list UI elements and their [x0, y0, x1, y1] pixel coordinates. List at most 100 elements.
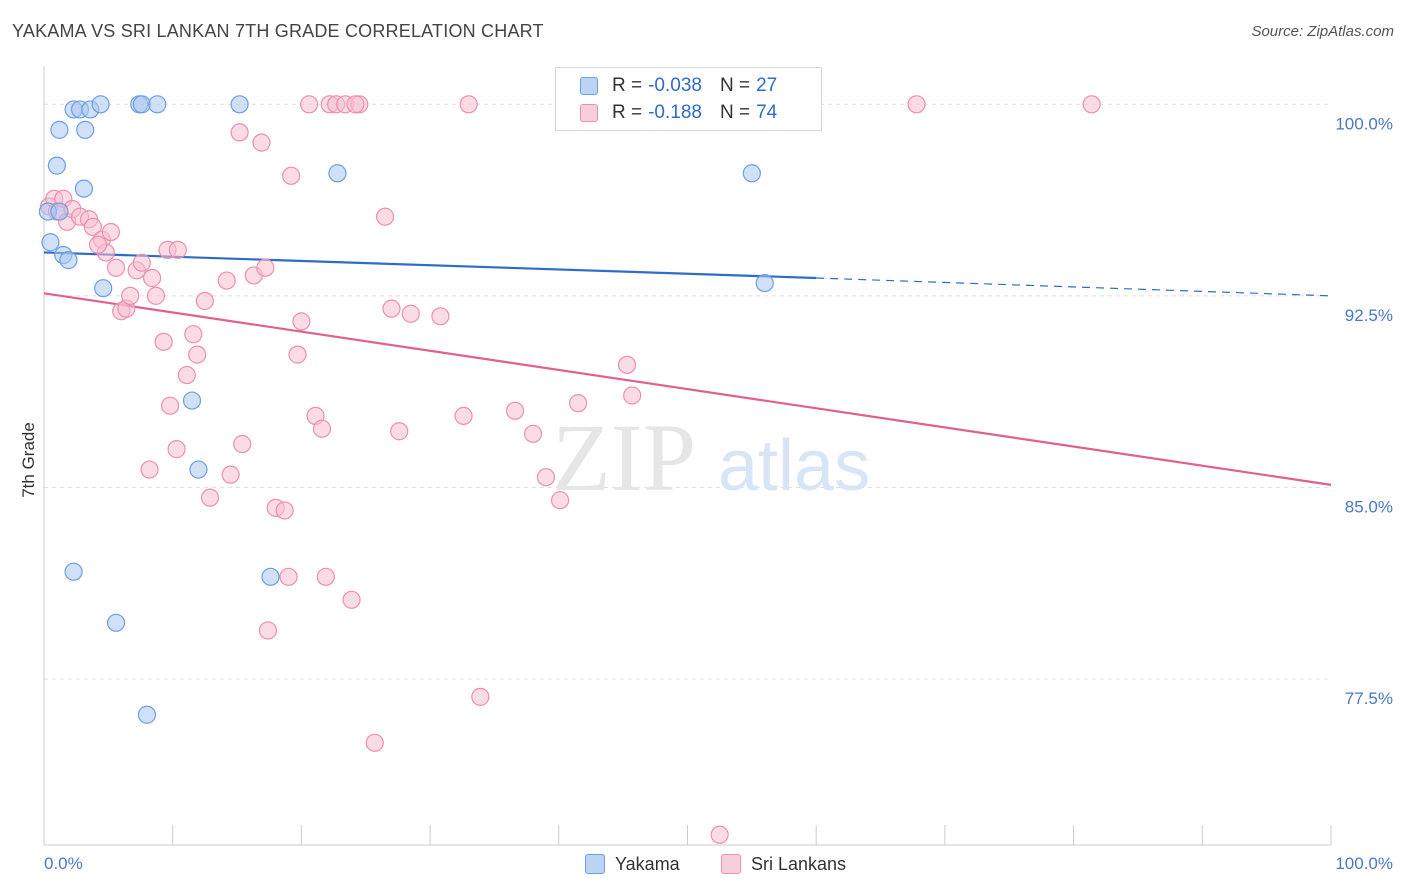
- srilankans-point: [346, 95, 365, 114]
- srilankans-trend-line: [43, 292, 1332, 486]
- yakama-point: [182, 391, 202, 410]
- legend: R = -0.038 N = 27 R = -0.188 N = 74: [555, 67, 822, 131]
- yakama-point: [50, 202, 69, 221]
- srilankans-point: [390, 422, 409, 441]
- yakama-point: [64, 562, 83, 581]
- srilankans-point: [258, 621, 278, 640]
- legend-r-label: R =: [612, 102, 643, 123]
- srilankans-point: [312, 419, 332, 438]
- yakama-point: [76, 120, 95, 139]
- srilankans-point: [217, 271, 236, 290]
- srilankans-point: [233, 434, 252, 454]
- watermark-atlas: atlas: [718, 426, 870, 506]
- srilankans-point: [252, 133, 271, 152]
- srilankans-point: [200, 488, 220, 507]
- srilankans-point: [83, 217, 103, 237]
- chart-title: YAKAMA VS SRI LANKAN 7TH GRADE CORRELATI…: [12, 21, 544, 41]
- tick-labels: 100.0% 92.5% 85.0% 77.5% 0.0% 100.0%: [44, 114, 1393, 873]
- legend-r-value-srilankans: -0.188: [648, 102, 702, 123]
- srilankans-point: [292, 312, 311, 331]
- y-axis-label: 7th Grade: [19, 422, 38, 498]
- srilankans-point: [132, 253, 151, 272]
- srilankans-point: [195, 291, 214, 311]
- bottom-legend-label-srilankans: Sri Lankans: [751, 853, 847, 874]
- srilankans-point: [1082, 95, 1101, 114]
- srilankans-point: [569, 394, 588, 413]
- srilankans-point: [375, 207, 395, 226]
- srilankans-point: [106, 258, 126, 277]
- yakama-point: [106, 613, 126, 632]
- grid-lines: [44, 103, 1331, 680]
- y-tick-label: 77.5%: [1345, 689, 1393, 708]
- x-tick-label-max: 100.0%: [1335, 854, 1393, 873]
- yakama-trend-extension: [816, 277, 1332, 297]
- legend-row-srilankans: R = -0.188 N = 74: [580, 101, 777, 125]
- legend-r-label: R =: [612, 75, 643, 96]
- y-tick-label: 85.0%: [1345, 497, 1393, 516]
- srilankans-point: [459, 95, 478, 114]
- yakama-point: [47, 156, 66, 175]
- y-tick-label: 100.0%: [1335, 114, 1393, 133]
- yakama-point: [189, 460, 208, 479]
- srilankans-point: [188, 345, 207, 364]
- srilankans-point: [471, 687, 490, 706]
- legend-n-value-srilankans: 74: [756, 102, 778, 123]
- srilankans-point: [710, 825, 729, 844]
- srilankans-point: [505, 401, 525, 420]
- yakama-point: [132, 95, 151, 114]
- srilankans-point: [101, 222, 121, 242]
- legend-swatch-srilankans: [580, 104, 598, 122]
- srilankans-point: [256, 258, 275, 277]
- srilankans-point: [146, 286, 166, 305]
- srilankans-point: [140, 460, 159, 479]
- yakama-point: [137, 705, 157, 724]
- watermark-zip: ZIP: [552, 404, 696, 511]
- yakama-point: [261, 567, 280, 586]
- srilankans-point: [523, 424, 543, 443]
- srilankans-point: [382, 299, 401, 318]
- srilankans-point: [177, 365, 196, 385]
- srilankans-point: [617, 355, 637, 374]
- srilankans-point: [365, 733, 384, 752]
- yakama-point: [742, 164, 761, 183]
- watermark: ZIP atlas: [552, 404, 870, 511]
- legend-n-label: N =: [719, 75, 751, 96]
- yakama-point: [41, 233, 60, 252]
- bottom-legend-swatch-srilankans: [721, 854, 741, 874]
- srilankans-point: [221, 465, 240, 484]
- yakama-point: [755, 273, 774, 293]
- srilankans-point: [143, 268, 162, 288]
- legend-r-value-yakama: -0.038: [648, 75, 702, 96]
- yakama-point: [148, 95, 167, 114]
- yakama-point: [328, 164, 347, 183]
- srilankans-point: [623, 386, 642, 405]
- srilankans-point: [454, 406, 473, 426]
- legend-n-value-yakama: 27: [756, 75, 778, 96]
- x-tick-label-min: 0.0%: [44, 854, 83, 873]
- srilankans-point: [907, 95, 926, 114]
- srilankans-point: [282, 166, 301, 185]
- srilankans-point: [550, 491, 570, 510]
- srilankans-point: [121, 286, 140, 305]
- yakama-point: [230, 95, 249, 114]
- srilankans-point: [167, 440, 186, 459]
- yakama-point: [74, 179, 93, 198]
- srilankans-point: [431, 307, 450, 326]
- srilankans-point: [230, 123, 249, 142]
- srilankans-point: [342, 590, 361, 609]
- bottom-legend-yakama: Yakama: [585, 851, 680, 877]
- srilankans-point: [161, 396, 180, 415]
- yakama-point: [94, 279, 113, 298]
- yakama-point: [91, 95, 110, 114]
- srilankans-point: [288, 345, 307, 364]
- data-points: [38, 95, 1101, 844]
- legend-swatch-yakama: [580, 77, 598, 95]
- srilankans-point: [154, 332, 173, 351]
- yakama-point: [50, 120, 69, 139]
- bottom-legend-srilankans: Sri Lankans: [721, 851, 846, 877]
- srilankans-point: [316, 567, 335, 586]
- bottom-legend-label-yakama: Yakama: [615, 853, 680, 874]
- srilankans-point: [279, 567, 298, 586]
- srilankans-point: [275, 501, 294, 520]
